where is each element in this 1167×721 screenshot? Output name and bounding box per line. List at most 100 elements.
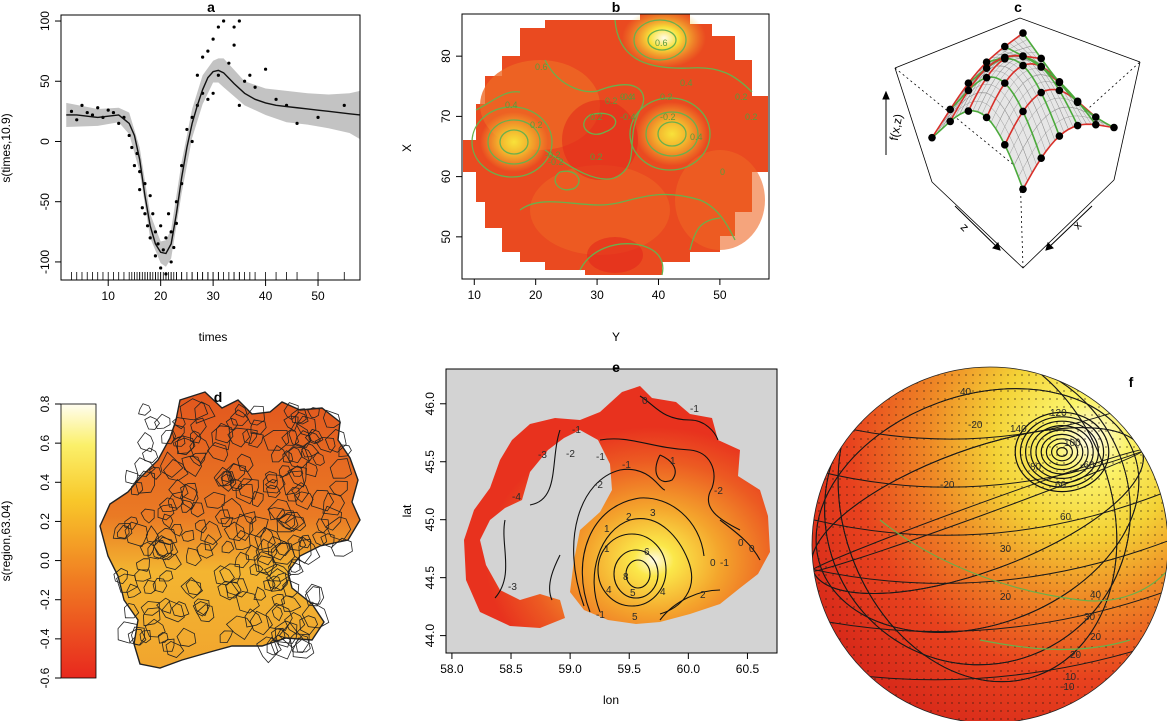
grid-dot [979, 422, 981, 424]
grid-dot [1084, 574, 1086, 576]
grid-dot [1035, 486, 1037, 488]
grid-dot [888, 542, 890, 544]
grid-dot [1000, 502, 1002, 504]
grid-dot [923, 622, 925, 624]
grid-dot [1056, 462, 1058, 464]
grid-dot [1119, 622, 1121, 624]
district-border [190, 502, 205, 518]
grid-dot [965, 614, 967, 616]
grid-dot [1119, 526, 1121, 528]
grid-dot [1077, 438, 1079, 440]
grid-dot [937, 566, 939, 568]
district-border [137, 431, 154, 453]
grid-dot [895, 550, 897, 552]
grid-dot [930, 566, 932, 568]
grid-dot [1028, 534, 1030, 536]
grid-dot [993, 486, 995, 488]
grid-dot [1028, 446, 1030, 448]
contour-label: 20 [1090, 632, 1102, 643]
y-tick-label: -0.4 [38, 628, 52, 649]
grid-dot [1007, 454, 1009, 456]
grid-dot [1126, 630, 1128, 632]
grid-dot [993, 566, 995, 568]
grid-dot [881, 502, 883, 504]
grid-dot [1119, 518, 1121, 520]
grid-dot [1049, 534, 1051, 536]
sphere [812, 367, 1167, 721]
contour-label: -0.2 [548, 157, 564, 167]
grid-dot [944, 694, 946, 696]
grid-dot [895, 686, 897, 688]
grid-dot [1021, 598, 1023, 600]
grid-dot [1035, 646, 1037, 648]
grid-dot [867, 518, 869, 520]
district-border [135, 558, 150, 572]
grid-dot [1084, 670, 1086, 672]
grid-dot [1154, 486, 1156, 488]
district-border [288, 446, 303, 464]
grid-dot [1049, 654, 1051, 656]
grid-dot [1056, 470, 1058, 472]
grid-dot [1077, 574, 1079, 576]
grid-dot [1119, 486, 1121, 488]
grid-dot [1070, 614, 1072, 616]
district-border [267, 498, 293, 524]
grid-dot [888, 686, 890, 688]
district-border [266, 568, 290, 592]
grid-dot [1049, 542, 1051, 544]
grid-dot [1077, 654, 1079, 656]
grid-dot [888, 470, 890, 472]
grid-dot [1154, 534, 1156, 536]
grid-dot [888, 494, 890, 496]
grid-dot [1098, 478, 1100, 480]
grid-dot [881, 574, 883, 576]
grid-dot [979, 374, 981, 376]
x-tick-label: 60.0 [677, 662, 701, 676]
grid-dot [916, 478, 918, 480]
grid-dot [881, 438, 883, 440]
grid-dot [1014, 654, 1016, 656]
grid-dot [986, 654, 988, 656]
grid-dot [1021, 686, 1023, 688]
grid-dot [916, 638, 918, 640]
grid-dot [1077, 550, 1079, 552]
grid-dot [1133, 534, 1135, 536]
grid-dot [825, 598, 827, 600]
grid-dot [965, 566, 967, 568]
grid-dot [986, 590, 988, 592]
grid-dot [1084, 622, 1086, 624]
grid-dot [846, 446, 848, 448]
grid-dot [1007, 582, 1009, 584]
grid-dot [867, 582, 869, 584]
grid-dot [1035, 534, 1037, 536]
grid-dot [902, 494, 904, 496]
grid-dot [923, 670, 925, 672]
contour-label: -1 [720, 558, 729, 569]
grid-dot [846, 598, 848, 600]
grid-dot [965, 718, 967, 720]
contour-label: 2 [626, 512, 632, 523]
district-border [125, 469, 139, 485]
grid-dot [944, 702, 946, 704]
district-border [244, 608, 263, 628]
grid-dot [1028, 414, 1030, 416]
grid-dot [1049, 518, 1051, 520]
district-border [275, 540, 292, 556]
panel-e: 0-1-1-2-3-2-1-4-302-211-1060-115484532-1… [400, 359, 778, 707]
data-point [159, 266, 163, 270]
grid-dot [958, 694, 960, 696]
grid-dot [1042, 518, 1044, 520]
grid-dot [944, 374, 946, 376]
grid-dot [1000, 542, 1002, 544]
grid-dot [1105, 622, 1107, 624]
grid-dot [965, 686, 967, 688]
grid-dot [944, 406, 946, 408]
grid-dot [986, 502, 988, 504]
grid-dot [867, 534, 869, 536]
grid-dot [881, 414, 883, 416]
district-border [285, 446, 310, 469]
y-tick-label: 0.0 [38, 552, 52, 569]
grid-dot [888, 446, 890, 448]
